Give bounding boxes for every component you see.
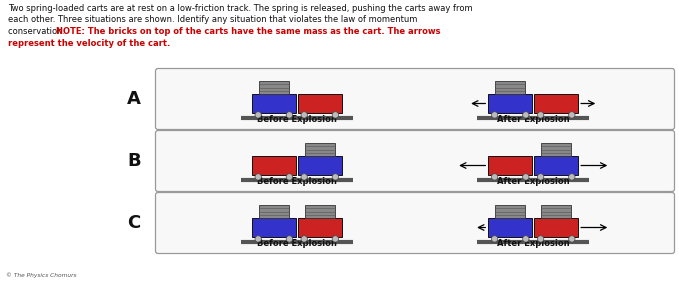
- Circle shape: [568, 236, 575, 242]
- Bar: [534, 218, 579, 237]
- Circle shape: [255, 174, 261, 180]
- Text: NOTE: The bricks on top of the carts have the same mass as the cart. The arrows: NOTE: The bricks on top of the carts hav…: [56, 27, 441, 36]
- Circle shape: [301, 112, 308, 118]
- Circle shape: [537, 236, 544, 242]
- Circle shape: [301, 236, 308, 242]
- Bar: [495, 81, 526, 94]
- FancyBboxPatch shape: [155, 192, 674, 253]
- Text: Before Explosion: Before Explosion: [257, 239, 337, 248]
- Circle shape: [286, 174, 293, 180]
- Text: represent the velocity of the cart.: represent the velocity of the cart.: [8, 38, 170, 47]
- Bar: [298, 156, 342, 175]
- Bar: [488, 94, 532, 113]
- Circle shape: [568, 174, 575, 180]
- Bar: [298, 218, 342, 237]
- Bar: [259, 81, 289, 94]
- Bar: [488, 218, 532, 237]
- Bar: [305, 143, 335, 156]
- Bar: [495, 205, 526, 218]
- Bar: [259, 205, 289, 218]
- Circle shape: [523, 236, 529, 242]
- Text: After Explosion: After Explosion: [497, 239, 570, 248]
- Circle shape: [492, 174, 498, 180]
- Bar: [541, 205, 571, 218]
- Text: After Explosion: After Explosion: [497, 114, 570, 124]
- Text: C: C: [128, 214, 141, 232]
- Text: conservation.: conservation.: [8, 27, 68, 36]
- Circle shape: [492, 112, 498, 118]
- Text: After Explosion: After Explosion: [497, 176, 570, 185]
- Bar: [298, 94, 342, 113]
- Circle shape: [301, 174, 308, 180]
- Circle shape: [255, 236, 261, 242]
- Bar: [488, 156, 532, 175]
- Text: A: A: [127, 90, 141, 108]
- Bar: [252, 156, 296, 175]
- Circle shape: [568, 112, 575, 118]
- Text: Two spring-loaded carts are at rest on a low-friction track. The spring is relea: Two spring-loaded carts are at rest on a…: [8, 4, 473, 13]
- Circle shape: [537, 174, 544, 180]
- Text: B: B: [127, 152, 141, 170]
- Bar: [305, 205, 335, 218]
- Circle shape: [492, 236, 498, 242]
- Circle shape: [523, 112, 529, 118]
- Circle shape: [332, 236, 339, 242]
- Bar: [541, 143, 571, 156]
- Circle shape: [332, 112, 339, 118]
- Circle shape: [286, 112, 293, 118]
- Circle shape: [255, 112, 261, 118]
- Bar: [534, 156, 579, 175]
- Text: Before Explosion: Before Explosion: [257, 114, 337, 124]
- Bar: [534, 94, 579, 113]
- Text: © The Physics Chomurs: © The Physics Chomurs: [6, 272, 77, 278]
- Bar: [252, 218, 296, 237]
- FancyBboxPatch shape: [155, 69, 674, 130]
- Bar: [252, 94, 296, 113]
- Circle shape: [286, 236, 293, 242]
- Text: Before Explosion: Before Explosion: [257, 176, 337, 185]
- Circle shape: [537, 112, 544, 118]
- FancyBboxPatch shape: [155, 130, 674, 191]
- Text: each other. Three situations are shown. Identify any situation that violates the: each other. Three situations are shown. …: [8, 15, 418, 24]
- Circle shape: [332, 174, 339, 180]
- Circle shape: [523, 174, 529, 180]
